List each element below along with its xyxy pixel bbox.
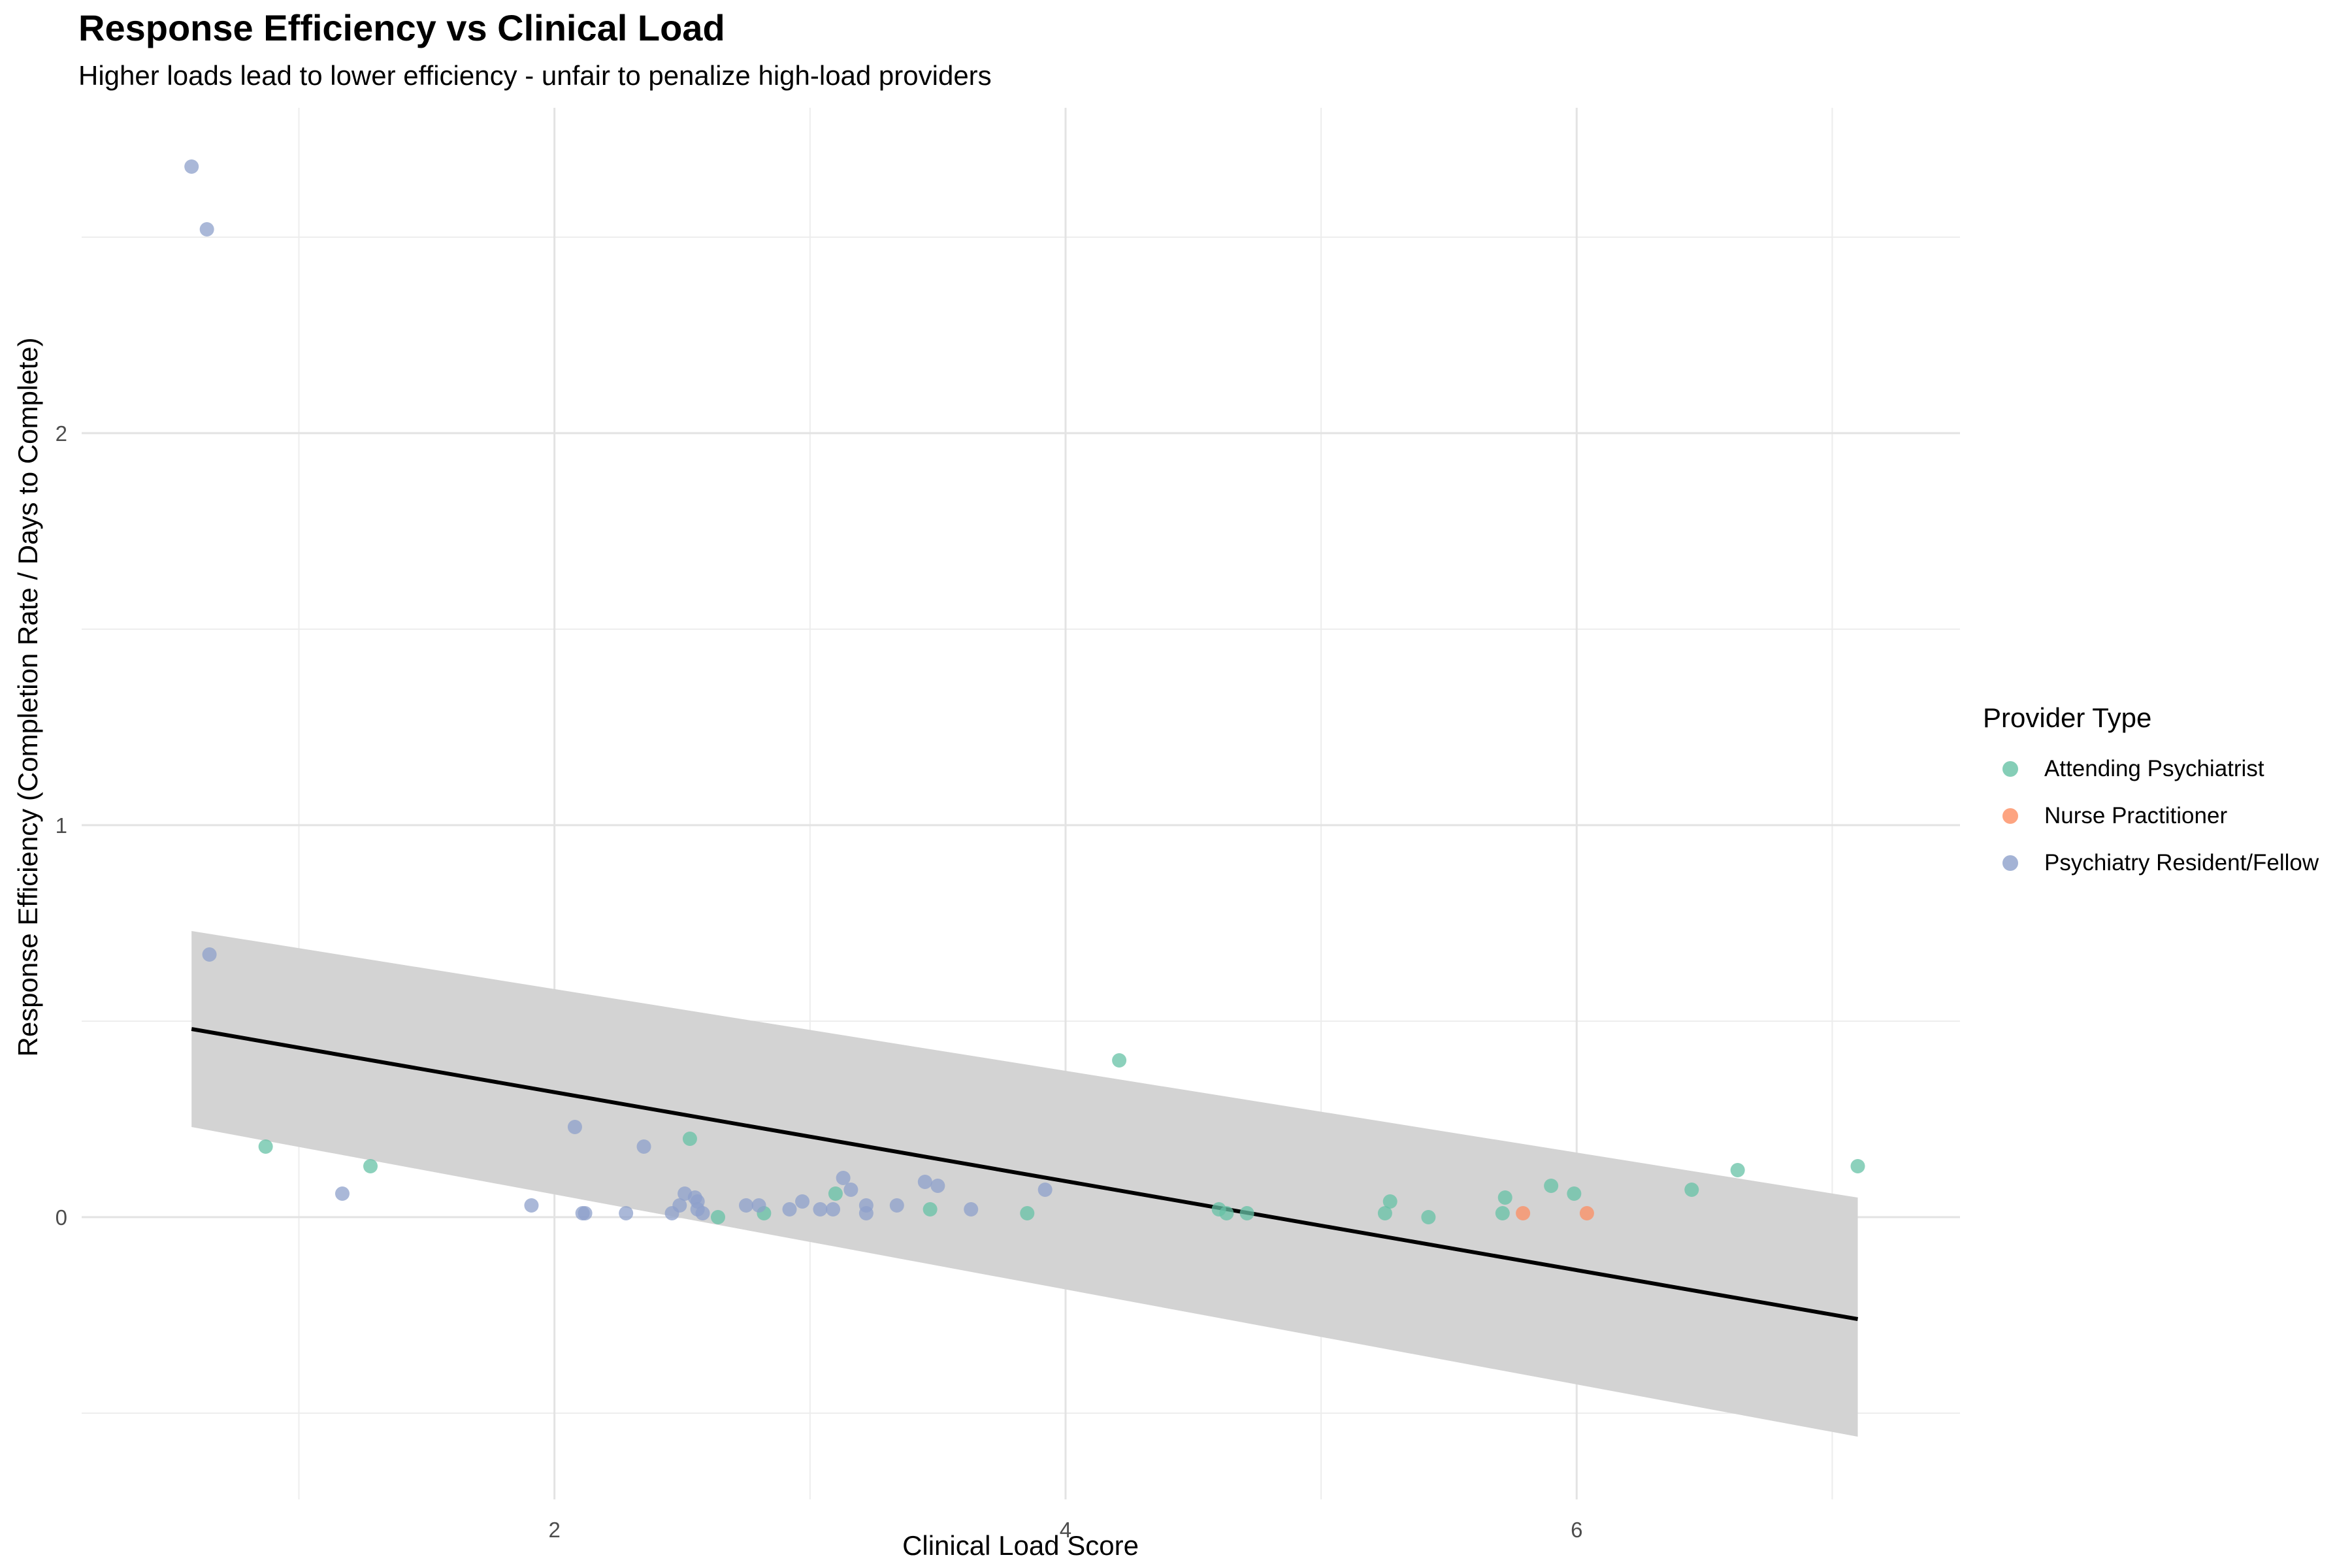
point-psychiatry-resident-fellow bbox=[567, 1120, 582, 1134]
point-psychiatry-resident-fellow bbox=[202, 947, 217, 962]
confidence-band bbox=[191, 931, 1858, 1437]
point-attending-psychiatrist bbox=[1495, 1206, 1510, 1220]
chart-title: Response Efficiency vs Clinical Load bbox=[78, 7, 725, 48]
legend-key-nurse-practitioner bbox=[2002, 808, 2018, 824]
point-psychiatry-resident-fellow bbox=[858, 1198, 874, 1213]
point-psychiatry-resident-fellow bbox=[695, 1206, 710, 1220]
legend-item-attending-psychiatrist: Attending Psychiatrist bbox=[1983, 745, 2319, 792]
point-attending-psychiatrist bbox=[1219, 1206, 1234, 1220]
point-psychiatry-resident-fellow bbox=[335, 1186, 350, 1201]
point-nurse-practitioner bbox=[1579, 1206, 1594, 1220]
point-psychiatry-resident-fellow bbox=[751, 1198, 766, 1213]
legend-item-nurse-practitioner: Nurse Practitioner bbox=[1983, 792, 2319, 840]
point-attending-psychiatrist bbox=[828, 1186, 843, 1201]
point-psychiatry-resident-fellow bbox=[836, 1171, 851, 1185]
point-psychiatry-resident-fellow bbox=[795, 1194, 810, 1209]
point-attending-psychiatrist bbox=[1850, 1159, 1865, 1173]
point-psychiatry-resident-fellow bbox=[930, 1179, 945, 1193]
point-attending-psychiatrist bbox=[1730, 1163, 1745, 1177]
legend-key-psychiatry-resident-fellow bbox=[2002, 855, 2018, 871]
y-tick-label: 1 bbox=[56, 813, 67, 838]
point-psychiatry-resident-fellow bbox=[578, 1206, 593, 1220]
data-points bbox=[184, 159, 1865, 1224]
point-psychiatry-resident-fellow bbox=[843, 1183, 858, 1197]
point-attending-psychiatrist bbox=[1567, 1186, 1582, 1201]
y-tick-label: 0 bbox=[56, 1205, 67, 1230]
point-attending-psychiatrist bbox=[1544, 1179, 1559, 1193]
x-tick-label: 6 bbox=[1571, 1518, 1582, 1542]
legend-title: Provider Type bbox=[1983, 702, 2152, 733]
point-psychiatry-resident-fellow bbox=[619, 1206, 634, 1220]
point-psychiatry-resident-fellow bbox=[199, 222, 214, 237]
trend-line bbox=[191, 1027, 1859, 1321]
point-attending-psychiatrist bbox=[1377, 1206, 1392, 1220]
point-psychiatry-resident-fellow bbox=[1037, 1183, 1053, 1197]
y-tick-label: 2 bbox=[56, 421, 67, 446]
x-tick-label: 4 bbox=[1060, 1518, 1071, 1542]
point-attending-psychiatrist bbox=[363, 1159, 378, 1173]
point-psychiatry-resident-fellow bbox=[524, 1198, 539, 1213]
legend-label-psychiatry-resident-fellow: Psychiatry Resident/Fellow bbox=[2044, 850, 2319, 875]
legend-key-attending-psychiatrist bbox=[2002, 761, 2018, 777]
point-psychiatry-resident-fellow bbox=[739, 1198, 754, 1213]
point-attending-psychiatrist bbox=[682, 1132, 697, 1146]
x-axis-label: Clinical Load Score bbox=[902, 1530, 1139, 1561]
point-psychiatry-resident-fellow bbox=[889, 1198, 904, 1213]
legend-label-attending-psychiatrist: Attending Psychiatrist bbox=[2044, 756, 2264, 781]
point-psychiatry-resident-fellow bbox=[184, 159, 199, 174]
y-axis-label: Response Efficiency (Completion Rate / D… bbox=[12, 337, 43, 1056]
point-psychiatry-resident-fellow bbox=[813, 1202, 828, 1217]
point-psychiatry-resident-fellow bbox=[964, 1202, 979, 1217]
point-psychiatry-resident-fellow bbox=[672, 1198, 687, 1213]
point-nurse-practitioner bbox=[1516, 1206, 1531, 1220]
point-attending-psychiatrist bbox=[710, 1210, 725, 1224]
point-attending-psychiatrist bbox=[1020, 1206, 1035, 1220]
chart-subtitle: Higher loads lead to lower efficiency - … bbox=[78, 60, 992, 91]
y-axis-ticks: 0 1 2 bbox=[56, 421, 67, 1230]
point-attending-psychiatrist bbox=[1684, 1183, 1699, 1197]
x-axis-ticks: 2 4 6 bbox=[548, 1518, 1582, 1542]
x-tick-label: 2 bbox=[548, 1518, 560, 1542]
point-attending-psychiatrist bbox=[1112, 1053, 1127, 1068]
point-attending-psychiatrist bbox=[258, 1139, 273, 1154]
point-psychiatry-resident-fellow bbox=[782, 1202, 797, 1217]
point-psychiatry-resident-fellow bbox=[826, 1202, 840, 1217]
point-attending-psychiatrist bbox=[1497, 1190, 1512, 1205]
legend-label-nurse-practitioner: Nurse Practitioner bbox=[2044, 803, 2228, 828]
point-psychiatry-resident-fellow bbox=[917, 1175, 932, 1189]
point-attending-psychiatrist bbox=[1239, 1206, 1254, 1220]
legend-item-psychiatry-resident-fellow: Psychiatry Resident/Fellow bbox=[1983, 840, 2319, 887]
legend: Provider Type Attending Psychiatrist Nur… bbox=[1983, 702, 2319, 887]
point-psychiatry-resident-fellow bbox=[636, 1139, 651, 1154]
point-attending-psychiatrist bbox=[923, 1202, 938, 1217]
point-attending-psychiatrist bbox=[1421, 1210, 1436, 1224]
point-attending-psychiatrist bbox=[1382, 1194, 1397, 1209]
